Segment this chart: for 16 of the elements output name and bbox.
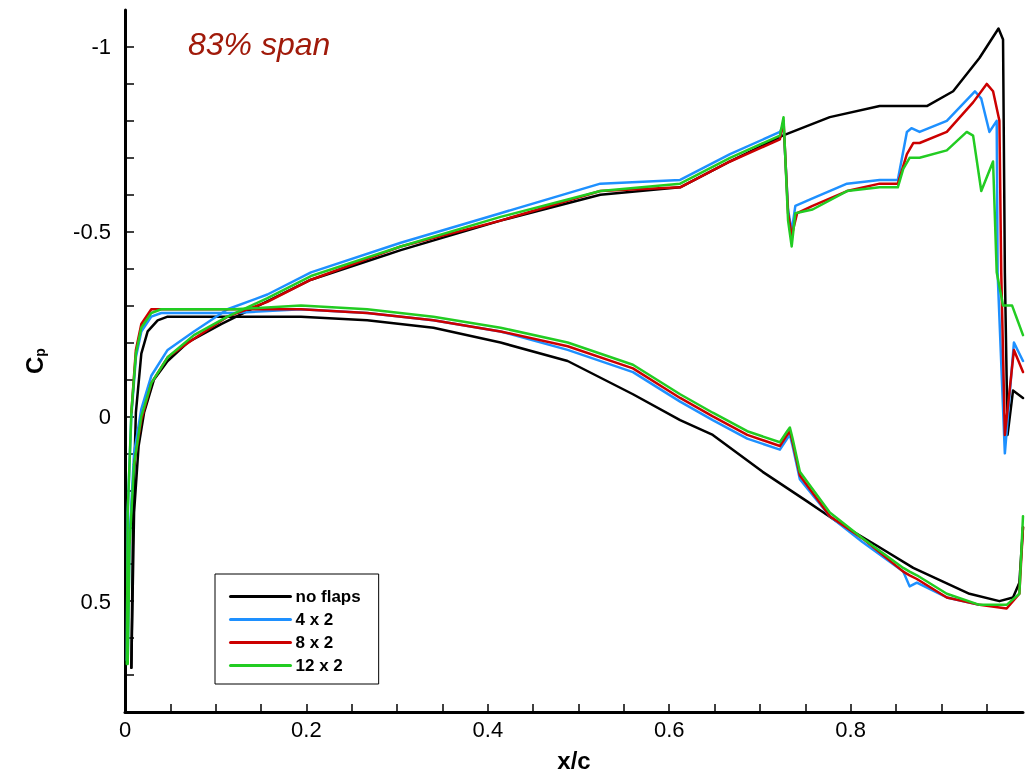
annotation: 83% span: [188, 26, 331, 62]
y-tick-label: 0: [98, 403, 111, 429]
y-axis-title: Cp: [20, 348, 48, 374]
y-tick-label: -1: [91, 34, 111, 60]
x-tick-label: 0.6: [653, 716, 685, 742]
x-tick-label: 0: [118, 716, 132, 742]
x-tick-label: 0.8: [835, 716, 866, 742]
x-tick-label: 0.4: [472, 716, 504, 742]
legend-label: 12 x 2: [295, 656, 343, 675]
y-tick-label: 0.5: [80, 588, 111, 614]
legend-label: no flaps: [295, 587, 361, 606]
y-tick-label: -0.5: [73, 219, 111, 245]
x-tick-label: 0.2: [291, 716, 322, 742]
legend-label: 8 x 2: [295, 633, 334, 652]
legend-label: 4 x 2: [295, 610, 334, 629]
x-axis-title: x/c: [557, 746, 591, 774]
